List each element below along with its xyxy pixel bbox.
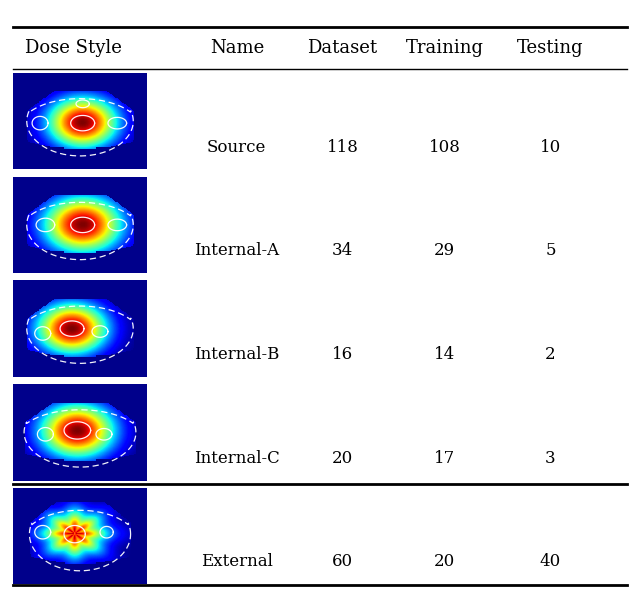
Text: 118: 118 (326, 139, 358, 156)
Text: External: External (201, 554, 273, 570)
Text: 14: 14 (434, 346, 456, 363)
Text: Source: Source (207, 139, 266, 156)
Text: 20: 20 (332, 450, 353, 467)
Text: 3: 3 (545, 450, 556, 467)
Text: 108: 108 (429, 139, 461, 156)
Text: 16: 16 (332, 346, 353, 363)
Text: 10: 10 (540, 139, 561, 156)
Text: 5: 5 (545, 242, 556, 259)
Text: 40: 40 (540, 554, 561, 570)
Text: Dose Style: Dose Style (25, 39, 122, 57)
Text: Training: Training (406, 39, 484, 57)
Text: Name: Name (210, 39, 264, 57)
Text: 2: 2 (545, 346, 556, 363)
Text: Internal-A: Internal-A (194, 242, 280, 259)
Text: 17: 17 (434, 450, 456, 467)
Text: 20: 20 (434, 554, 456, 570)
Text: 29: 29 (434, 242, 456, 259)
Text: Dataset: Dataset (307, 39, 378, 57)
Text: Testing: Testing (517, 39, 584, 57)
Text: 60: 60 (332, 554, 353, 570)
Text: 34: 34 (332, 242, 353, 259)
Text: Internal-B: Internal-B (194, 346, 280, 363)
Text: Internal-C: Internal-C (194, 450, 280, 467)
